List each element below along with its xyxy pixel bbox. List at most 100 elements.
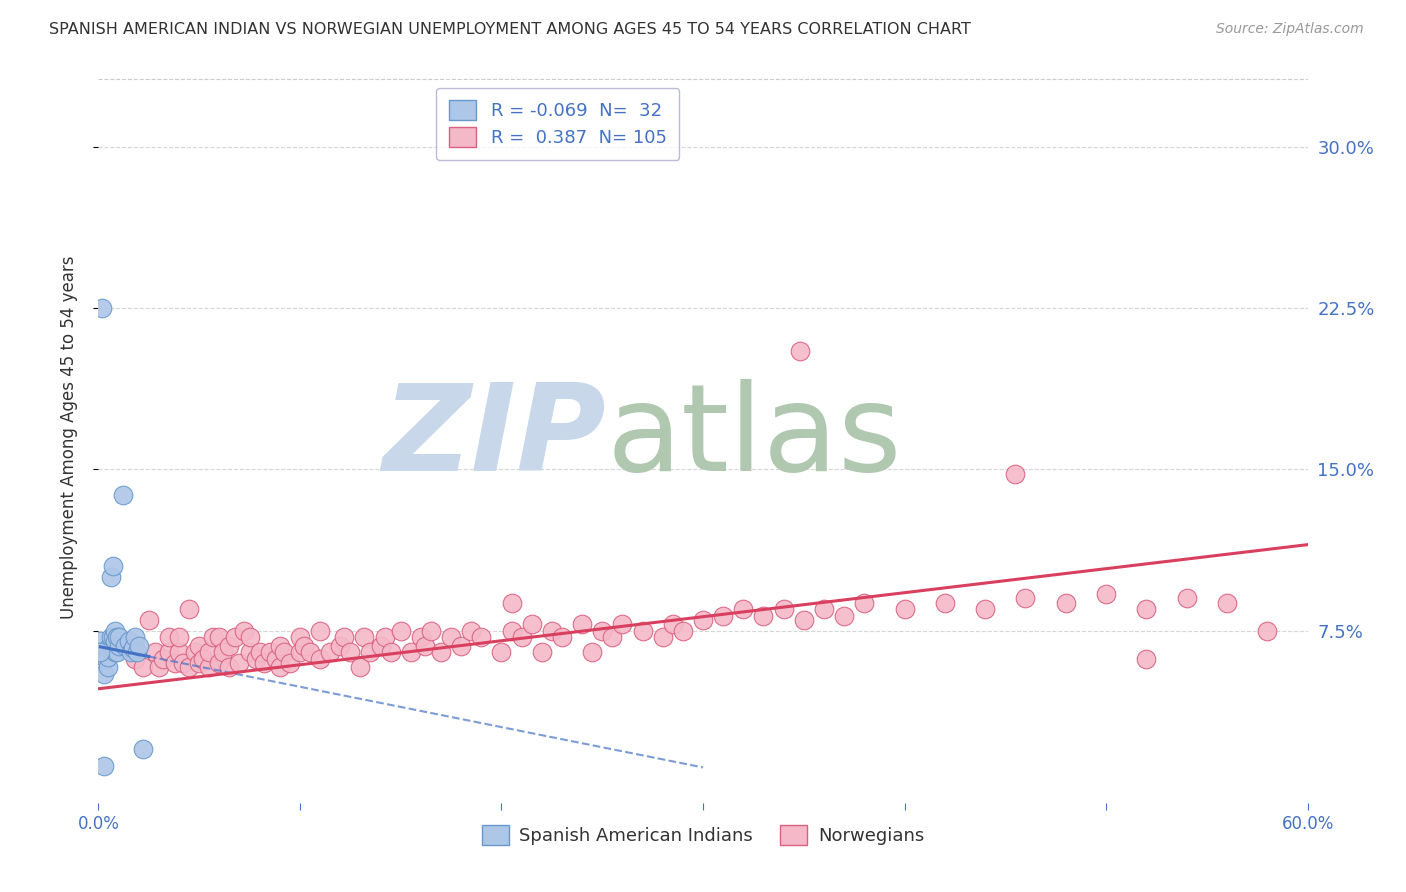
Point (224, 630, 246, 644)
Point (309, 651, 332, 665)
Point (661, 617, 683, 632)
Point (107, 630, 129, 644)
Point (389, 624, 412, 638)
Point (239, 630, 262, 644)
Point (132, 742, 155, 756)
Point (1014, 591, 1036, 606)
Point (167, 630, 190, 644)
Point (124, 651, 146, 665)
Point (288, 645, 311, 659)
Point (409, 630, 432, 644)
Point (120, 645, 142, 659)
Point (93, 645, 115, 659)
Point (813, 602, 835, 616)
Point (259, 645, 281, 659)
Point (232, 624, 254, 638)
Point (309, 624, 332, 638)
Point (103, 624, 125, 638)
Point (103, 645, 125, 659)
Point (349, 660, 371, 674)
Point (218, 660, 240, 674)
Point (111, 488, 134, 502)
Point (510, 630, 533, 644)
Point (245, 651, 267, 665)
Point (793, 613, 815, 627)
Point (440, 630, 463, 644)
Point (692, 613, 714, 627)
Point (420, 624, 443, 638)
Point (374, 630, 396, 644)
Point (430, 645, 453, 659)
Point (278, 656, 301, 670)
Point (370, 639, 392, 653)
Point (540, 624, 562, 638)
Point (101, 559, 124, 574)
Point (253, 656, 276, 670)
Point (974, 602, 997, 616)
Text: Source: ZipAtlas.com: Source: ZipAtlas.com (1216, 22, 1364, 37)
Point (1175, 591, 1198, 606)
Point (581, 645, 603, 659)
Point (491, 645, 513, 659)
Point (96, 651, 118, 665)
Point (733, 602, 755, 616)
Point (501, 596, 523, 610)
Point (184, 645, 207, 659)
Point (413, 639, 436, 653)
Point (105, 645, 128, 659)
Point (121, 640, 143, 655)
Point (105, 630, 128, 644)
Point (148, 660, 170, 674)
Point (249, 645, 271, 659)
Text: ZIP: ZIP (382, 378, 606, 496)
Y-axis label: Unemployment Among Ages 45 to 54 years: Unemployment Among Ages 45 to 54 years (59, 255, 77, 619)
Point (853, 596, 876, 610)
Point (934, 596, 956, 610)
Point (114, 639, 136, 653)
Point (399, 645, 422, 659)
Point (1256, 624, 1278, 638)
Point (167, 645, 190, 659)
Point (789, 344, 811, 359)
Text: atlas: atlas (606, 378, 901, 496)
Point (208, 656, 231, 670)
Point (193, 651, 215, 665)
Point (157, 630, 180, 644)
Point (1216, 596, 1239, 610)
Point (218, 639, 240, 653)
Point (273, 645, 295, 659)
Point (89, 645, 111, 659)
Point (711, 608, 734, 623)
Point (339, 645, 361, 659)
Text: SPANISH AMERICAN INDIAN VS NORWEGIAN UNEMPLOYMENT AMONG AGES 45 TO 54 YEARS CORR: SPANISH AMERICAN INDIAN VS NORWEGIAN UNE… (49, 22, 972, 37)
Point (152, 651, 174, 665)
Point (672, 624, 695, 638)
Point (125, 645, 148, 659)
Point (132, 660, 155, 674)
Point (100, 630, 122, 644)
Point (551, 630, 574, 644)
Point (228, 656, 250, 670)
Point (450, 639, 472, 653)
Point (118, 634, 141, 648)
Point (269, 639, 291, 653)
Point (380, 645, 402, 659)
Point (612, 617, 634, 632)
Point (188, 639, 211, 653)
Point (353, 630, 375, 644)
Point (157, 645, 180, 659)
Point (124, 630, 146, 644)
Point (91, 301, 114, 315)
Point (752, 608, 775, 623)
Point (101, 639, 124, 653)
Point (333, 630, 356, 644)
Point (329, 639, 352, 653)
Legend: Spanish American Indians, Norwegians: Spanish American Indians, Norwegians (474, 818, 932, 852)
Point (571, 617, 593, 632)
Point (772, 602, 794, 616)
Point (651, 630, 673, 644)
Point (602, 630, 624, 644)
Point (360, 645, 382, 659)
Point (128, 639, 150, 653)
Point (1135, 651, 1157, 665)
